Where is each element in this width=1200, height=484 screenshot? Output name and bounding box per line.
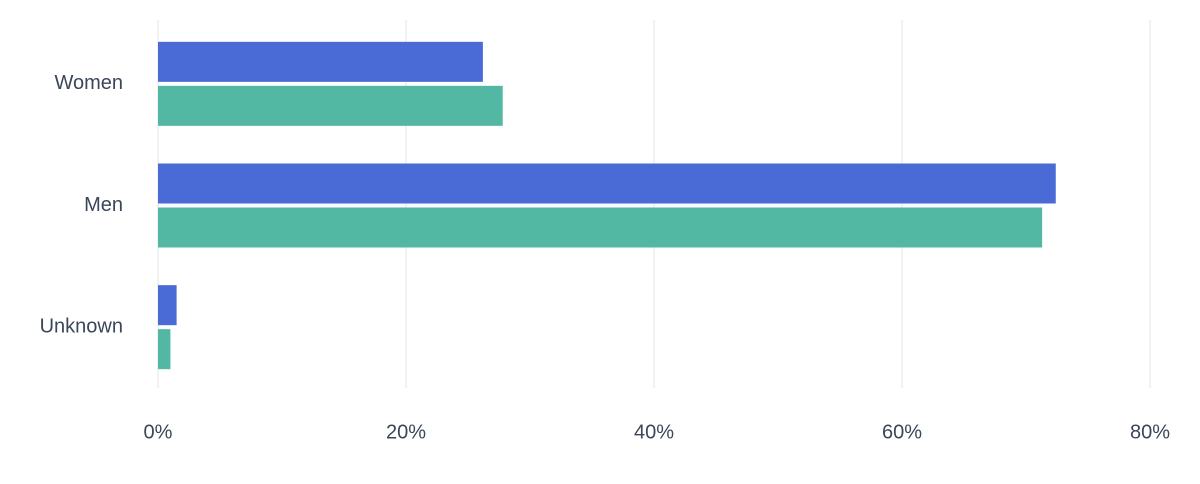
x-tick-label: 60% (882, 421, 922, 443)
bar (158, 207, 1043, 248)
x-tick-label: 0% (144, 421, 173, 443)
bar (158, 163, 1056, 204)
y-tick-label: Unknown (40, 315, 123, 337)
bar (158, 41, 483, 82)
x-tick-label: 40% (634, 421, 674, 443)
x-tick-label: 20% (386, 421, 426, 443)
y-tick-label: Women (54, 72, 123, 94)
x-tick-label: 80% (1130, 421, 1170, 443)
bar (158, 285, 177, 326)
y-tick-label: Men (84, 194, 123, 216)
bar (158, 85, 503, 126)
bar (158, 329, 171, 370)
